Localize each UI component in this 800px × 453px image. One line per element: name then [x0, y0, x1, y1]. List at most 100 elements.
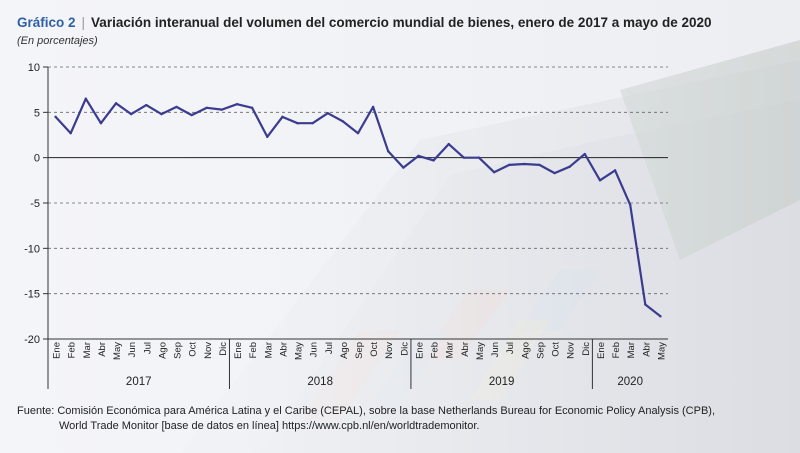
x-tick-label: Feb [611, 342, 622, 358]
x-tick-label: Abr [641, 342, 652, 357]
x-tick-label: Ago [339, 342, 350, 359]
data-point [568, 165, 571, 168]
data-point [644, 303, 647, 306]
x-tick-label: Nov [566, 342, 577, 359]
data-point [462, 156, 466, 159]
x-tick-label: Dic [218, 342, 229, 356]
data-point [281, 115, 284, 119]
data-point [477, 156, 481, 159]
data-point [553, 171, 556, 175]
x-tick-label: Ene [52, 342, 63, 359]
x-tick-label: Feb [67, 342, 78, 358]
data-point [417, 154, 420, 158]
x-tick-label: Oct [551, 342, 562, 357]
data-point [659, 315, 662, 318]
x-tick-label: May [112, 342, 123, 360]
year-label: 2018 [307, 376, 333, 388]
data-point [613, 169, 617, 172]
data-point [205, 106, 208, 110]
x-tick-label: Sep [354, 342, 365, 359]
x-tick-label: Nov [203, 342, 214, 359]
figure-label: Gráfico 2 [17, 15, 76, 30]
data-point [175, 105, 178, 109]
x-tick-label: Mar [626, 342, 637, 358]
data-point [538, 163, 541, 167]
x-tick-label: Nov [384, 342, 395, 359]
y-tick-label: -10 [24, 243, 40, 255]
data-point [220, 108, 224, 111]
x-tick-label: Ago [157, 342, 168, 359]
x-tick-label: Feb [430, 342, 441, 358]
header-separator: | [81, 15, 86, 30]
data-point [311, 122, 314, 125]
y-tick-label: 5 [34, 107, 40, 119]
x-tick-label: May [656, 342, 667, 360]
data-point [447, 142, 450, 146]
data-point [583, 152, 587, 156]
x-tick-label: Sep [535, 342, 546, 359]
source-line-1: Fuente: Comisión Económica para América … [17, 405, 716, 417]
x-tick-label: Jul [505, 342, 516, 354]
data-point [508, 163, 511, 167]
x-tick-label: Jul [142, 342, 153, 354]
data-point [371, 105, 375, 109]
data-point [114, 102, 118, 105]
x-tick-label: Dic [581, 342, 592, 356]
x-tick-label: Dic [399, 342, 410, 356]
x-tick-label: Jun [127, 342, 138, 357]
data-point [598, 179, 602, 182]
y-tick-label: 0 [34, 153, 40, 165]
data-point [129, 112, 133, 116]
series-line [54, 97, 662, 318]
x-tick-label: Jun [309, 342, 320, 357]
data-point [160, 112, 163, 116]
data-point [432, 159, 435, 162]
x-tick-label: Jul [324, 342, 335, 354]
data-point [190, 113, 193, 117]
chart-header: Gráfico 2 | Variación interanual del volum… [17, 15, 787, 30]
x-tick-label: Mar [263, 342, 274, 358]
x-tick-label: Ene [596, 342, 607, 359]
x-tick-label: Oct [188, 342, 199, 357]
chart-subtitle: (En porcentajes) [17, 35, 98, 47]
data-point [402, 166, 405, 169]
x-tick-label: Jun [490, 342, 501, 357]
data-point [266, 135, 269, 139]
x-tick-label: Ago [520, 342, 531, 359]
data-point [54, 115, 57, 119]
data-point [84, 97, 88, 100]
data-point [356, 131, 360, 135]
x-tick-label: Abr [97, 342, 108, 357]
x-tick-label: Abr [278, 342, 289, 357]
data-point [99, 122, 103, 125]
data-point [145, 103, 148, 107]
x-tick-label: Mar [82, 342, 93, 358]
data-point [250, 106, 254, 110]
x-tick-label: May [475, 342, 486, 360]
year-label: 2020 [617, 376, 643, 388]
source-note: Fuente: Comisión Económica para América … [17, 404, 787, 434]
data-point [492, 170, 496, 174]
y-tick-label: -5 [30, 198, 40, 210]
data-point [235, 102, 239, 106]
x-tick-label: Abr [460, 342, 471, 357]
data-point [296, 122, 299, 125]
data-point [326, 112, 329, 115]
year-label: 2017 [126, 376, 152, 388]
x-tick-label: Ene [233, 342, 244, 359]
x-tick-label: Oct [369, 342, 380, 357]
chart-title: Variación interanual del volumen del com… [91, 15, 712, 30]
data-point [387, 150, 390, 153]
year-label: 2019 [489, 376, 515, 388]
y-tick-label: 10 [28, 62, 40, 74]
x-tick-label: Mar [445, 342, 456, 358]
x-tick-label: Ene [414, 342, 425, 359]
source-line-2: World Trade Monitor [base de datos en lí… [59, 420, 480, 432]
y-tick-label: -20 [24, 334, 40, 346]
data-point [523, 162, 526, 166]
x-tick-label: Sep [173, 342, 184, 359]
x-tick-label: May [294, 342, 305, 360]
data-point [628, 203, 632, 207]
